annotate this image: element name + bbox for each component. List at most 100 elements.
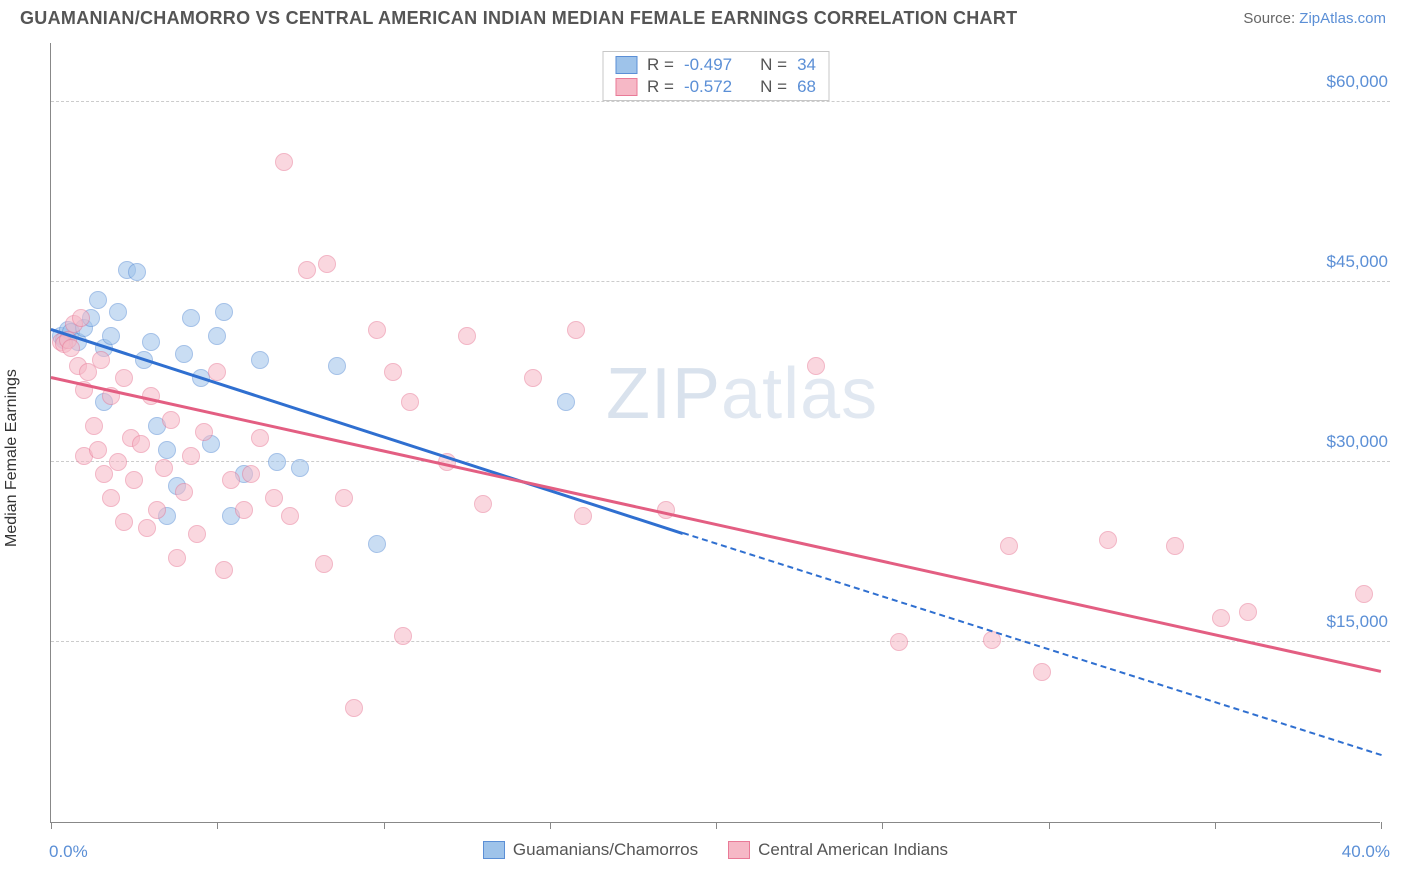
scatter-point (182, 447, 200, 465)
scatter-point (128, 263, 146, 281)
scatter-point (182, 309, 200, 327)
x-axis-max-label: 40.0% (1342, 842, 1390, 862)
y-tick-label: $15,000 (1327, 612, 1390, 632)
gridline (51, 641, 1390, 642)
scatter-point (1099, 531, 1117, 549)
stat-r-label: R = (647, 55, 674, 75)
legend-item: Central American Indians (728, 840, 948, 860)
scatter-point (208, 327, 226, 345)
stat-n-value: 68 (797, 77, 816, 97)
stat-n-label: N = (760, 77, 787, 97)
legend-swatch (483, 841, 505, 859)
scatter-point (1166, 537, 1184, 555)
scatter-point (138, 519, 156, 537)
y-tick-label: $60,000 (1327, 72, 1390, 92)
gridline (51, 281, 1390, 282)
scatter-point (251, 429, 269, 447)
scatter-point (268, 453, 286, 471)
scatter-point (142, 333, 160, 351)
scatter-point (394, 627, 412, 645)
legend-item: Guamanians/Chamorros (483, 840, 698, 860)
scatter-point (458, 327, 476, 345)
stat-n-value: 34 (797, 55, 816, 75)
legend-label: Central American Indians (758, 840, 948, 860)
scatter-point (109, 303, 127, 321)
scatter-point (384, 363, 402, 381)
scatter-point (1212, 609, 1230, 627)
chart-container: Median Female Earnings ZIPatlas R = -0.49… (0, 33, 1406, 883)
scatter-point (1239, 603, 1257, 621)
scatter-point (265, 489, 283, 507)
source-link[interactable]: ZipAtlas.com (1299, 10, 1386, 27)
scatter-point (807, 357, 825, 375)
scatter-point (474, 495, 492, 513)
legend-label: Guamanians/Chamorros (513, 840, 698, 860)
x-tick (1381, 822, 1382, 829)
gridline (51, 101, 1390, 102)
scatter-point (175, 483, 193, 501)
watermark-text-a: ZIP (606, 354, 721, 434)
scatter-point (291, 459, 309, 477)
stats-row: R =-0.572N =68 (615, 76, 816, 98)
x-tick (1215, 822, 1216, 829)
scatter-point (275, 153, 293, 171)
y-tick-label: $30,000 (1327, 432, 1390, 452)
scatter-point (524, 369, 542, 387)
legend-swatch (728, 841, 750, 859)
scatter-point (188, 525, 206, 543)
scatter-point (62, 339, 80, 357)
series-swatch (615, 56, 637, 74)
scatter-point (168, 549, 186, 567)
scatter-point (195, 423, 213, 441)
scatter-point (125, 471, 143, 489)
scatter-point (890, 633, 908, 651)
stat-r-value: -0.497 (684, 55, 732, 75)
scatter-point (109, 453, 127, 471)
scatter-point (1033, 663, 1051, 681)
scatter-point (132, 435, 150, 453)
source-prefix: Source: (1243, 10, 1299, 27)
series-legend: Guamanians/Chamorros Central American Ind… (51, 840, 1380, 860)
scatter-point (89, 291, 107, 309)
trend-line (51, 328, 684, 534)
scatter-point (281, 507, 299, 525)
scatter-point (318, 255, 336, 273)
scatter-point (368, 321, 386, 339)
scatter-point (242, 465, 260, 483)
scatter-point (574, 507, 592, 525)
scatter-point (345, 699, 363, 717)
x-tick (716, 822, 717, 829)
x-axis-min-label: 0.0% (49, 842, 88, 862)
y-tick-label: $45,000 (1327, 252, 1390, 272)
scatter-point (155, 459, 173, 477)
x-tick (1049, 822, 1050, 829)
gridline (51, 461, 1390, 462)
scatter-point (175, 345, 193, 363)
scatter-point (85, 417, 103, 435)
scatter-point (215, 561, 233, 579)
source-attribution: Source: ZipAtlas.com (1243, 10, 1386, 27)
x-tick (217, 822, 218, 829)
x-tick (51, 822, 52, 829)
series-swatch (615, 78, 637, 96)
scatter-point (72, 309, 90, 327)
scatter-point (1355, 585, 1373, 603)
scatter-point (102, 327, 120, 345)
scatter-point (208, 363, 226, 381)
scatter-point (251, 351, 269, 369)
scatter-point (567, 321, 585, 339)
plot-area: ZIPatlas R =-0.497N =34R =-0.572N =68 Gu… (50, 43, 1380, 823)
chart-title: GUAMANIAN/CHAMORRO VS CENTRAL AMERICAN I… (20, 8, 1017, 29)
scatter-point (368, 535, 386, 553)
stat-n-label: N = (760, 55, 787, 75)
x-tick (550, 822, 551, 829)
scatter-point (89, 441, 107, 459)
y-axis-label: Median Female Earnings (3, 369, 21, 547)
scatter-point (298, 261, 316, 279)
trend-line-extrapolated (682, 532, 1381, 756)
scatter-point (222, 471, 240, 489)
trend-line (51, 376, 1382, 672)
watermark: ZIPatlas (606, 353, 878, 435)
scatter-point (162, 411, 180, 429)
scatter-point (148, 501, 166, 519)
